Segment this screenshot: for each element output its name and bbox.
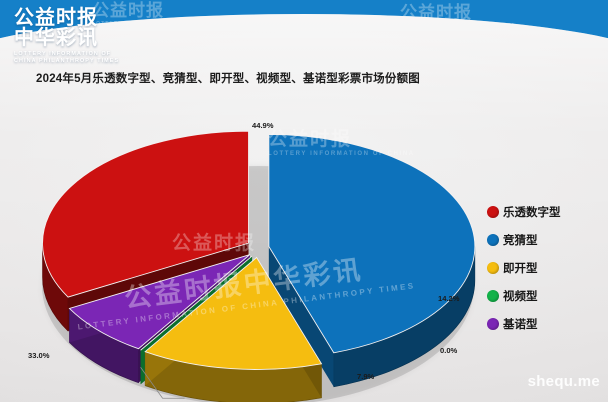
shequ-watermark: shequ.me bbox=[527, 373, 600, 390]
pie-leader-lines bbox=[140, 367, 185, 399]
legend-item-jinuo[interactable]: 基诺型 bbox=[487, 310, 561, 338]
brand-logo: 公益时报 中华彩讯 LOTTERY INFORMATION OF CHINA P… bbox=[14, 8, 119, 65]
pie-slice-竞猜型[interactable] bbox=[268, 134, 476, 354]
brand-logo-en-line2: CHINA PHILANTHROPY TIMES bbox=[14, 58, 120, 64]
legend-label-jikai: 即开型 bbox=[503, 263, 538, 275]
brand-logo-cn-line2: 中华彩讯 bbox=[14, 27, 98, 49]
pie-leader-line-shipin bbox=[140, 367, 185, 399]
legend-label-jinuo: 基诺型 bbox=[503, 319, 538, 331]
pie-slice-cut-face bbox=[268, 246, 334, 387]
chart-legend: 乐透数字型 竞猜型 即开型 视频型 基诺型 bbox=[487, 198, 561, 338]
pct-label-letou: 33.0% bbox=[28, 351, 50, 360]
brand-logo-cn-line1: 公益时报 bbox=[14, 7, 98, 29]
legend-item-letou[interactable]: 乐透数字型 bbox=[487, 198, 561, 226]
pie-top-faces bbox=[42, 130, 476, 370]
legend-label-jingcai: 竞猜型 bbox=[503, 235, 538, 247]
pie-slice-基诺型[interactable] bbox=[68, 254, 251, 350]
pct-label-jikai: 14.2% bbox=[438, 294, 460, 303]
pct-label-shipin: 0.0% bbox=[440, 346, 458, 355]
legend-label-letou: 乐透数字型 bbox=[503, 207, 561, 219]
legend-swatch-jinuo bbox=[487, 318, 499, 330]
chart-title: 2024年5月乐透数字型、竞猜型、即开型、视频型、基诺型彩票市场份额图 bbox=[36, 73, 420, 85]
legend-swatch-letou bbox=[487, 206, 499, 218]
legend-label-shipin: 视频型 bbox=[503, 291, 538, 303]
legend-item-jikai[interactable]: 即开型 bbox=[487, 254, 561, 282]
legend-swatch-jingcai bbox=[487, 234, 499, 246]
pie-slice-视频型[interactable] bbox=[140, 255, 253, 351]
legend-swatch-jikai bbox=[487, 262, 499, 274]
pie-slice-即开型[interactable] bbox=[144, 256, 323, 370]
brand-logo-en-line1: LOTTERY INFORMATION OF bbox=[14, 51, 112, 57]
pct-label-jingcai: 44.9% bbox=[252, 121, 274, 130]
pie-slice-乐透数字型[interactable] bbox=[42, 130, 249, 298]
pct-label-jinuo: 7.9% bbox=[357, 372, 375, 381]
legend-item-jingcai[interactable]: 竞猜型 bbox=[487, 226, 561, 254]
legend-swatch-shipin bbox=[487, 290, 499, 302]
legend-item-shipin[interactable]: 视频型 bbox=[487, 282, 561, 310]
